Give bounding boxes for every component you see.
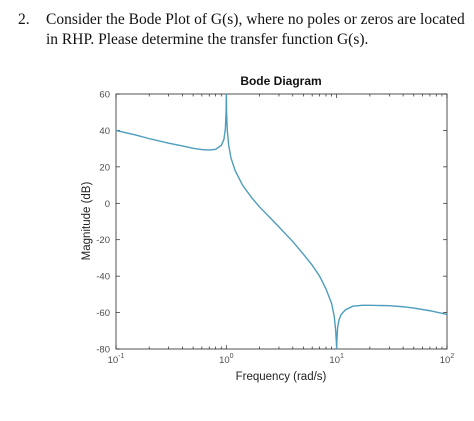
y-tick-labels: 60 40 20 0 -20 -40 -60 -80 [96,90,110,356]
plot-area [115,93,448,350]
y-tick-label: 0 [105,199,110,210]
x-tick-label: 10-1 [108,353,125,366]
x-tick-label: 101 [329,353,344,366]
x-tick-labels: 10-1 100 101 102 [108,353,455,366]
x-tick-label: 100 [219,353,234,366]
question-number: 2. [18,11,30,28]
magnitude-curve [115,93,448,350]
y-axis-label: Magnitude (dB) [81,182,93,261]
y-tick-label: -20 [96,235,110,246]
y-tick-label: -80 [96,345,110,356]
chart-title: Bode Diagram [240,74,321,88]
x-tick-label: 102 [440,353,455,366]
y-tick-label: 20 [99,162,110,173]
y-tick-label: -60 [96,308,110,319]
y-tick-label: 40 [99,126,110,137]
x-axis-label: Frequency (rad/s) [236,371,327,383]
question-text: Consider the Bode Plot of G(s), where no… [46,11,465,48]
y-tick-label: 60 [99,90,110,101]
y-tick-label: -40 [96,272,110,283]
